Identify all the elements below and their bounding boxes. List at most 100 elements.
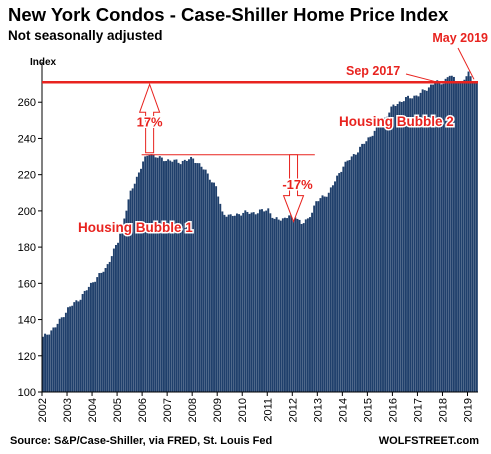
bar — [206, 173, 209, 392]
up-arrow — [138, 82, 161, 154]
bar — [67, 307, 69, 392]
x-tick-label: 2009 — [212, 398, 224, 422]
bar — [169, 160, 172, 392]
bar — [119, 233, 122, 392]
bar — [344, 161, 347, 392]
bar — [83, 290, 86, 392]
bar — [438, 81, 441, 393]
bar — [94, 281, 97, 392]
y-tick-label: 140 — [18, 315, 36, 327]
chart-title: New York Condos - Case-Shiller Home Pric… — [8, 4, 449, 25]
bar — [354, 154, 357, 392]
bar — [363, 143, 366, 392]
bar — [452, 76, 455, 392]
bar — [421, 89, 424, 393]
bar — [400, 101, 403, 392]
bar — [261, 209, 263, 392]
bar — [158, 156, 161, 392]
bar — [334, 181, 336, 392]
bar — [444, 78, 447, 392]
bar — [286, 218, 288, 392]
bar — [461, 80, 464, 392]
bar — [108, 261, 111, 392]
bar — [319, 198, 322, 392]
bar — [434, 82, 437, 392]
bar — [442, 83, 445, 392]
bar — [265, 210, 268, 392]
bar — [127, 199, 130, 392]
bar — [267, 208, 270, 392]
bar — [171, 161, 174, 392]
bar — [296, 218, 299, 392]
bar — [457, 83, 460, 393]
bar — [283, 217, 286, 392]
source-note: Source: S&P/Case-Shiller, via FRED, St. … — [10, 435, 273, 447]
bar — [357, 152, 359, 392]
bar — [273, 218, 276, 392]
bar — [365, 141, 368, 392]
y-tick-label: 180 — [18, 242, 36, 254]
bar — [54, 327, 57, 392]
bar — [394, 106, 397, 392]
bar — [436, 80, 439, 392]
bar — [292, 212, 295, 392]
bar — [175, 159, 178, 392]
bar — [129, 190, 132, 392]
bar — [446, 77, 449, 392]
bar — [81, 294, 84, 392]
bar — [250, 212, 253, 392]
bars-group — [42, 71, 478, 393]
bar — [271, 217, 274, 392]
x-tick-label: 2006 — [137, 398, 149, 422]
y-tick-label: 240 — [18, 133, 36, 145]
bar — [229, 214, 232, 392]
bar — [188, 159, 190, 392]
bar — [210, 182, 213, 392]
bar — [473, 81, 476, 393]
bar — [48, 334, 51, 392]
bar — [275, 217, 278, 392]
bar — [98, 273, 101, 392]
bar — [300, 224, 303, 392]
bar — [417, 96, 420, 392]
bar — [430, 84, 432, 392]
bar — [46, 334, 49, 392]
bar — [202, 169, 205, 392]
bar — [411, 98, 414, 392]
x-tick-label: 2004 — [87, 398, 99, 422]
bar — [173, 159, 176, 392]
x-tick-label: 2005 — [112, 398, 124, 422]
x-tick-label: 2015 — [362, 398, 374, 422]
x-tick-label: 2018 — [437, 398, 449, 422]
bar — [329, 187, 332, 392]
bar — [183, 159, 186, 392]
bar — [96, 277, 99, 392]
bar — [294, 217, 297, 392]
annotation-label: Housing Bubble 2 — [339, 114, 454, 129]
bar — [106, 264, 109, 392]
y-tick-label: 260 — [18, 97, 36, 109]
bar — [396, 104, 399, 392]
bar — [85, 290, 88, 392]
bar — [225, 216, 228, 392]
bar — [125, 210, 128, 392]
bar — [469, 76, 472, 393]
down-arrow — [282, 154, 305, 223]
bar — [379, 125, 382, 393]
bar — [306, 218, 309, 392]
bar — [137, 172, 140, 392]
bar — [298, 219, 301, 392]
bar — [269, 213, 272, 392]
bar — [309, 217, 311, 392]
y-axis-label: Index — [30, 57, 57, 68]
bar — [179, 164, 182, 392]
bar — [44, 333, 47, 392]
bar — [392, 104, 395, 393]
bar — [215, 186, 218, 392]
bar — [331, 185, 334, 392]
bar — [352, 154, 355, 392]
bar — [213, 182, 215, 392]
bar — [402, 101, 405, 392]
bar — [304, 219, 307, 392]
bar — [373, 130, 376, 393]
